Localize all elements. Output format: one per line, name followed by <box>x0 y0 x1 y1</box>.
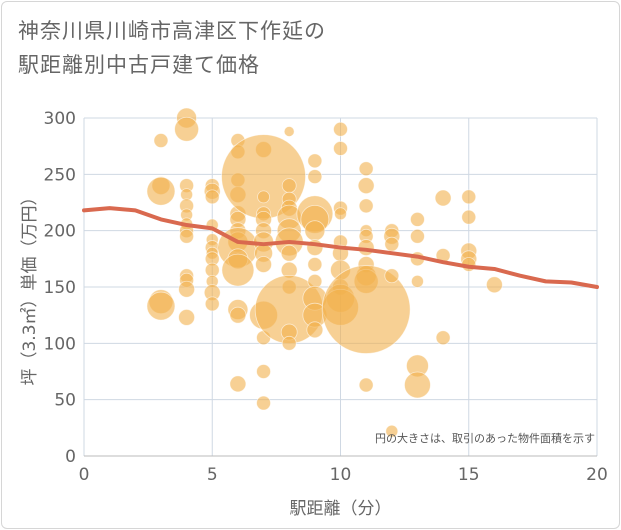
x-tick-label: 15 <box>458 465 480 485</box>
data-point <box>307 169 323 184</box>
data-point <box>321 265 411 354</box>
y-tick-label: 300 <box>44 109 76 129</box>
x-tick-label: 0 <box>79 465 90 485</box>
bubble-series <box>146 107 503 438</box>
data-point <box>257 190 270 204</box>
data-point <box>411 274 424 288</box>
data-point <box>435 330 451 346</box>
data-point <box>204 296 220 312</box>
y-axis-title: 坪（3.3㎡）単価（万円） <box>20 188 40 385</box>
data-point <box>178 309 196 326</box>
data-point <box>281 335 297 351</box>
data-point <box>384 236 400 252</box>
x-axis-title: 駅距離（分） <box>290 499 392 519</box>
data-point <box>333 141 348 156</box>
data-point <box>204 189 220 205</box>
data-point <box>221 253 255 287</box>
trend-series-line <box>82 206 599 289</box>
data-point <box>256 395 271 411</box>
size-note: 円の大きさは、取引のあった物件面積を示す <box>375 431 595 445</box>
y-tick-label: 200 <box>44 222 76 242</box>
data-point <box>461 189 477 205</box>
y-tick-label: 150 <box>44 278 76 298</box>
data-point <box>153 133 169 148</box>
data-point <box>461 209 477 225</box>
x-tick-label: 20 <box>586 465 608 485</box>
data-point <box>283 126 295 137</box>
data-point <box>404 371 431 399</box>
data-point <box>255 256 272 273</box>
data-point <box>281 178 297 194</box>
y-tick-label: 100 <box>44 334 76 354</box>
data-point <box>385 424 399 438</box>
x-tick-label: 5 <box>207 465 218 485</box>
axes: 0 50 100 150 200 250 300 0 5 10 15 20 <box>44 109 608 485</box>
y-tick-label: 250 <box>44 165 76 185</box>
data-point <box>384 268 400 284</box>
data-point <box>333 121 348 137</box>
data-point <box>146 291 176 321</box>
data-point <box>304 220 326 242</box>
data-point <box>146 176 176 206</box>
data-point <box>179 228 195 244</box>
data-point <box>358 198 374 214</box>
data-point <box>358 377 374 393</box>
trend-line <box>82 206 599 289</box>
data-point <box>229 306 247 324</box>
data-point <box>307 257 323 272</box>
data-point <box>410 211 425 227</box>
data-point <box>485 276 503 294</box>
data-point <box>307 153 323 169</box>
data-point <box>334 207 347 221</box>
data-point <box>178 280 196 298</box>
data-point <box>358 161 374 177</box>
x-tick-label: 10 <box>330 465 352 485</box>
chart-title: 神奈川県川崎市高津区下作延の 駅距離別中古戸建て価格 <box>18 19 326 77</box>
data-point <box>174 116 200 142</box>
data-point <box>306 321 324 339</box>
data-point <box>357 177 375 195</box>
y-tick-label: 50 <box>54 391 76 411</box>
data-point <box>280 244 298 262</box>
data-point <box>256 364 271 379</box>
data-point <box>229 375 247 393</box>
data-point <box>410 228 425 244</box>
data-point <box>434 189 452 207</box>
y-tick-label: 0 <box>65 447 76 467</box>
